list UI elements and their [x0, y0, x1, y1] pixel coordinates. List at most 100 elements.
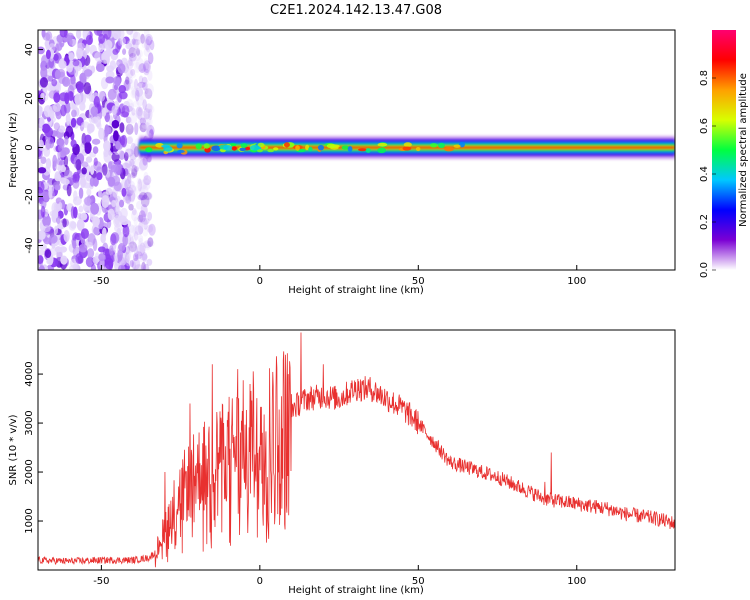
spectrogram-noise-blob: [38, 230, 46, 241]
spectrogram-noise-blob: [90, 165, 95, 175]
spectrogram-noise-blob: [137, 255, 145, 263]
spectrogram-noise-blob: [139, 110, 148, 121]
spectrogram-noise-blob: [79, 143, 85, 155]
spectrogram-noise-blob: [78, 187, 84, 199]
spectrogram-signal-blob: [239, 147, 246, 152]
spectrogram-noise-blob: [142, 82, 148, 91]
spectrogram-noise-blob: [51, 209, 59, 219]
spectrogram-noise-blob: [135, 48, 140, 56]
spectrogram-noise-blob: [110, 233, 117, 246]
spectrogram-noise-blob: [103, 150, 112, 163]
spectrogram-noise-blob: [128, 38, 135, 49]
spectrogram-noise-blob: [145, 83, 154, 96]
colorbar-tick-label: 0.0: [699, 262, 710, 278]
spectrogram-noise-blob: [68, 220, 77, 231]
spectrogram-signal-blob: [326, 143, 337, 149]
spectrogram-noise-blob: [144, 241, 151, 251]
spectrogram-noise-blob: [138, 192, 148, 201]
spectrogram-noise-blob: [62, 76, 71, 87]
snr-frame: [37, 329, 676, 571]
spectrogram-signal-blob: [365, 148, 371, 153]
spectrogram-noise-blob: [144, 122, 153, 136]
spectrogram-noise-blob: [79, 102, 86, 111]
spectrogram-noise-blob: [132, 224, 140, 236]
spectrogram-noise-blob: [142, 62, 150, 71]
spectrogram-noise-blob: [142, 227, 149, 237]
spectrogram-noise-blob: [47, 56, 56, 70]
spectrogram-signal-blob: [211, 145, 221, 152]
spectrogram-x-tick-label: 0: [257, 276, 263, 287]
spectrogram-noise-blob: [125, 251, 131, 263]
spectrogram-noise-blob: [39, 264, 45, 270]
spectrogram-noise-blob: [115, 140, 121, 150]
spectrogram-noise-blob: [124, 179, 132, 191]
spectrogram-noise-blob: [129, 259, 134, 268]
spectrogram-noise-blob: [98, 253, 106, 262]
spectrogram-noise-blob: [131, 257, 141, 270]
spectrogram-noise-blob: [128, 56, 136, 66]
spectrogram-noise-blob: [140, 33, 145, 44]
spectrogram-noise-blob: [131, 209, 138, 222]
spectrogram-noise-blob: [102, 227, 107, 238]
spectrogram-noise-blob: [136, 177, 142, 185]
spectrogram-noise-blob: [133, 247, 139, 255]
spectrogram-noise-blob: [78, 205, 84, 213]
spectrogram-noise-blob: [137, 81, 146, 88]
spectrogram-noise-blob: [72, 240, 77, 249]
spectrogram-signal-blob: [231, 146, 237, 151]
spectrogram-noise-blob: [40, 66, 48, 79]
spectrogram-noise-blob: [143, 108, 151, 120]
spectrogram-noise-blob: [127, 116, 133, 130]
spectrogram-noise-blob: [141, 76, 148, 85]
spectrogram-noise-blob: [60, 164, 67, 173]
spectrogram-noise-blob: [135, 110, 141, 118]
spectrogram-noise-blob: [127, 189, 132, 199]
spectrogram-noise-blob: [141, 121, 149, 129]
spectrogram-noise-blob: [144, 88, 153, 100]
spectrogram-noise-blob: [131, 88, 137, 98]
spectrogram-noise-blob: [122, 48, 127, 55]
spectrogram-noise-blob: [38, 255, 44, 264]
spectrogram-noise-blob: [146, 35, 152, 46]
spectrogram-noise-blob: [103, 30, 112, 40]
spectrogram-noise-blob: [138, 75, 144, 84]
spectrogram-noise-blob: [130, 159, 136, 173]
spectrogram-noise-blob: [59, 92, 69, 102]
spectrogram-noise-blob: [140, 204, 148, 218]
spectrogram-signal-blob: [273, 147, 279, 151]
spectrogram-signal-blob: [163, 145, 173, 152]
spectrogram-noise-blob: [143, 218, 148, 230]
spectrogram-noise-blob: [128, 184, 137, 193]
spectrogram-noise-blob: [145, 122, 151, 129]
spectrogram-signal-blob: [317, 144, 324, 151]
spectrogram-content: [38, 30, 675, 270]
spectrogram-noise-blob: [70, 139, 77, 148]
spectrogram-noise-blob: [129, 236, 134, 249]
spectrogram-noise-blob: [92, 238, 98, 252]
spectrogram-noise-blob: [53, 225, 59, 235]
spectrogram-signal-blob: [256, 148, 263, 153]
spectrogram-noise-blob: [127, 77, 134, 90]
spectrogram-noise-blob: [136, 106, 142, 120]
colorbar-label: Normalized spectral amplitude: [738, 73, 749, 227]
spectrogram-noise-blob: [127, 177, 132, 186]
spectrogram-noise-blob: [130, 172, 136, 179]
spectrogram-noise-blob: [133, 216, 138, 226]
spectrogram-noise-blob: [137, 241, 143, 252]
spectrogram-noise-blob: [120, 111, 129, 118]
spectrogram-noise-blob: [143, 60, 151, 74]
colorbar-scale: [712, 30, 736, 270]
spectrogram-noise-blob: [102, 163, 108, 176]
spectrogram-noise-blob: [118, 243, 126, 252]
spectrogram-noise-blob: [79, 174, 88, 186]
snr-plot-area: [38, 332, 675, 568]
spectrogram-noise-blob: [129, 102, 134, 114]
spectrogram-noise-blob: [139, 122, 147, 133]
spectrogram-noise-blob: [143, 240, 152, 249]
spectrogram-noise-blob: [118, 199, 125, 208]
spectrogram-noise-blob: [114, 214, 120, 226]
spectrogram-signal-blob: [308, 146, 313, 152]
spectrogram-noise-blob: [135, 94, 144, 107]
spectrogram-noise-blob: [72, 59, 80, 67]
spectrogram-noise-blob: [107, 208, 115, 221]
